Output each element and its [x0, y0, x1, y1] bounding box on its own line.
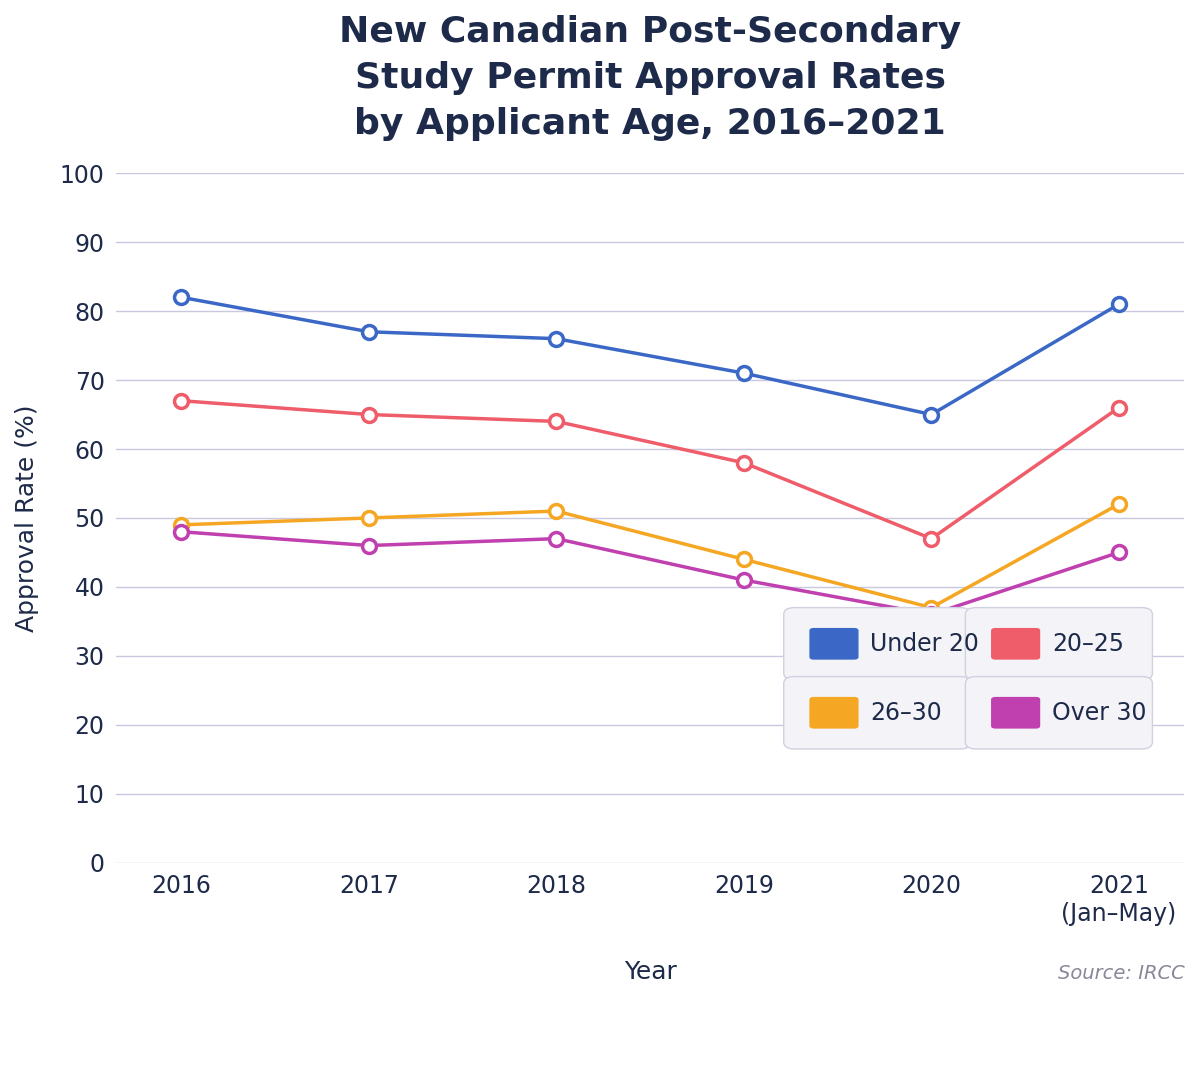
FancyBboxPatch shape — [809, 697, 858, 728]
FancyBboxPatch shape — [966, 607, 1152, 680]
FancyBboxPatch shape — [809, 628, 858, 659]
FancyBboxPatch shape — [991, 628, 1040, 659]
FancyBboxPatch shape — [784, 677, 971, 749]
Text: Source: IRCC: Source: IRCC — [1057, 965, 1184, 983]
FancyBboxPatch shape — [784, 607, 971, 680]
Y-axis label: Approval Rate (%): Approval Rate (%) — [14, 404, 40, 632]
Text: Under 20: Under 20 — [870, 632, 979, 656]
Text: 20–25: 20–25 — [1052, 632, 1124, 656]
Text: 26–30: 26–30 — [870, 701, 942, 725]
X-axis label: Year: Year — [624, 960, 677, 984]
FancyBboxPatch shape — [991, 697, 1040, 728]
Text: Over 30: Over 30 — [1052, 701, 1146, 725]
Title: New Canadian Post-Secondary
Study Permit Approval Rates
by Applicant Age, 2016–2: New Canadian Post-Secondary Study Permit… — [340, 15, 961, 142]
FancyBboxPatch shape — [966, 677, 1152, 749]
